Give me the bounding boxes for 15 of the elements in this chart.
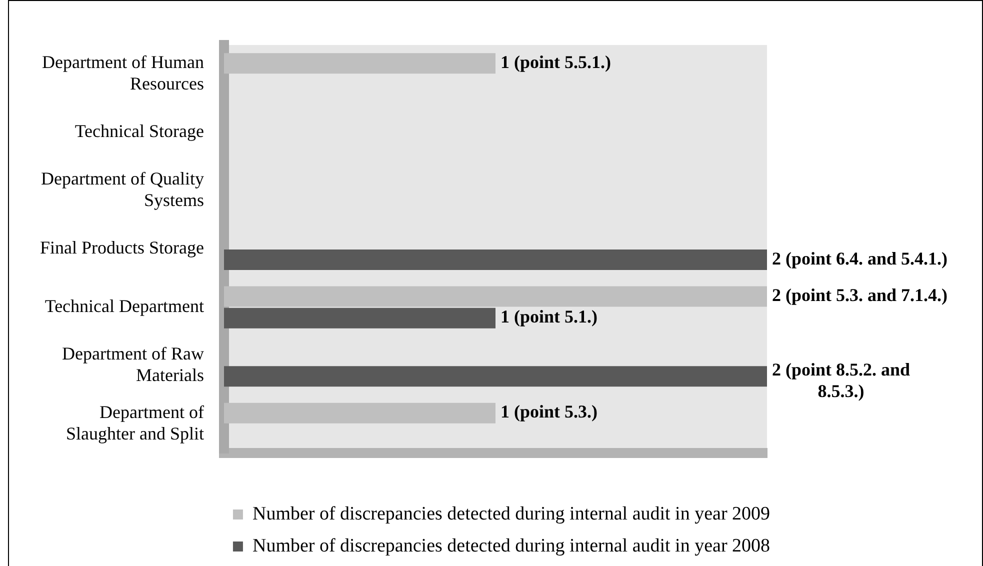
- data-label: 2 (point 8.5.2. and 8.5.3.): [772, 360, 910, 402]
- data-label: 1 (point 5.3.): [500, 402, 598, 422]
- data-label: 2 (point 5.3. and 7.1.4.): [772, 285, 948, 306]
- y-tick-label: Department of Raw Materials: [62, 344, 204, 386]
- y-tick-label: Technical Storage: [74, 121, 204, 142]
- y-tick-label: Technical Department: [44, 296, 204, 316]
- legend-label: Number of discrepancies detected during internal audit in year 2008: [252, 535, 770, 556]
- y-tick-label: Department of Quality Systems: [41, 168, 204, 210]
- data-label: 2 (point 6.4. and 5.4.1.): [772, 248, 948, 268]
- y-tick-label: Department of Slaughter and Split: [66, 402, 204, 444]
- data-label: 1 (point 5.1.): [500, 306, 598, 327]
- y-tick-label: Final Products Storage: [40, 238, 204, 258]
- y-tick-label: Department of Human Resources: [42, 52, 204, 94]
- data-label: 1 (point 5.5.1.): [500, 52, 612, 72]
- legend-label: Number of discrepancies detected during internal audit in year 2009: [252, 503, 770, 524]
